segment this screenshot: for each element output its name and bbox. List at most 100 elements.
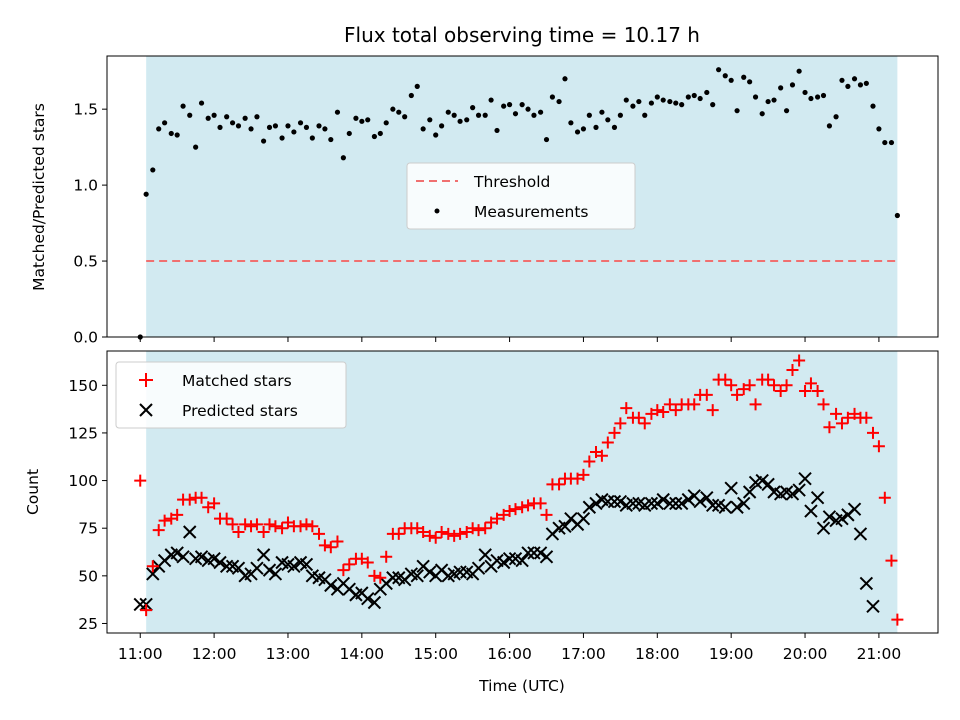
- bottom-y-axis-label: Count: [24, 469, 42, 515]
- predicted-star-point: [533, 546, 548, 560]
- measurement-point: [217, 124, 223, 130]
- matched-star-point: [183, 493, 196, 506]
- measurement-point: [691, 92, 697, 99]
- matched-star-point: [669, 404, 682, 417]
- matched-star-point: [208, 497, 221, 510]
- measurement-point: [636, 98, 642, 105]
- measurement-point: [433, 132, 439, 138]
- predicted-star-point: [324, 578, 338, 593]
- matched-star-point: [860, 411, 873, 424]
- measurement-point: [673, 100, 679, 106]
- measurement-point: [728, 77, 734, 83]
- measurement-point: [211, 112, 217, 118]
- top-ytick-label: 1.0: [73, 177, 98, 195]
- measurement-point: [475, 112, 482, 118]
- measurement-point: [611, 124, 618, 130]
- matched-star-point: [171, 508, 184, 521]
- bottom-xtick-label: 14:00: [340, 645, 385, 663]
- top-axes-frame: [106, 55, 939, 338]
- bottom-xtick-label: 11:00: [118, 645, 163, 663]
- predicted-star-point: [207, 551, 221, 566]
- measurement-point: [716, 67, 722, 73]
- matched-star-point: [835, 417, 848, 430]
- predicted-star-point: [176, 550, 190, 564]
- measurement-point: [642, 112, 648, 118]
- measurement-point: [340, 155, 346, 161]
- matched-star-point: [731, 388, 744, 401]
- measurement-point: [623, 97, 629, 103]
- matched-star-point: [657, 405, 670, 418]
- measurement-point: [697, 95, 703, 102]
- matched-star-point: [841, 411, 854, 424]
- matched-star-point: [245, 520, 258, 533]
- matched-star-point: [885, 554, 898, 567]
- measurement-point: [759, 111, 765, 117]
- measurement-point: [660, 97, 666, 103]
- predicted-star-point: [681, 492, 696, 507]
- measurement-point: [531, 112, 537, 118]
- measurement-point: [789, 82, 796, 88]
- measurement-point: [574, 129, 581, 135]
- measurement-point: [457, 118, 463, 124]
- matched-star-point: [762, 373, 775, 386]
- predicted-star-point: [644, 496, 659, 511]
- matched-star-point: [620, 402, 633, 415]
- matched-star-point: [663, 398, 676, 411]
- measurement-point: [346, 130, 352, 137]
- matched-star-point: [331, 535, 344, 548]
- matched-star-point: [780, 379, 793, 392]
- measurement-point: [710, 102, 716, 108]
- matched-star-point: [638, 417, 651, 430]
- matched-star-point: [257, 526, 270, 539]
- measurement-point: [679, 102, 685, 108]
- measurement-points: [137, 67, 900, 340]
- matched-star-point: [774, 385, 787, 398]
- bottom-ytick-label: 125: [68, 424, 98, 442]
- measurement-point: [808, 95, 814, 102]
- matched-star-point: [688, 398, 701, 411]
- measurement-point: [826, 123, 833, 129]
- matched-star-point: [300, 518, 313, 531]
- measurement-point: [851, 76, 858, 82]
- bottom-xtick-label: 12:00: [192, 645, 237, 663]
- bottom-ytick-label: 100: [68, 472, 98, 490]
- measurement-point: [451, 112, 457, 118]
- predicted-star-point: [219, 559, 234, 574]
- predicted-star-point: [515, 553, 529, 568]
- measurement-point: [235, 123, 242, 129]
- matched-star-point: [811, 385, 824, 398]
- matched-star-point: [250, 518, 263, 531]
- predicted-star-point: [576, 511, 591, 526]
- predicted-star-point: [669, 496, 683, 511]
- matched-star-point: [312, 527, 325, 540]
- measurement-point: [543, 136, 550, 143]
- predicted-star-point: [607, 494, 622, 509]
- measurement-point: [562, 76, 568, 82]
- predicted-star-point: [650, 496, 665, 511]
- measurement-point: [888, 139, 895, 146]
- matched-star-point: [509, 503, 522, 516]
- measurement-point: [242, 115, 248, 121]
- measurement-point: [482, 112, 488, 118]
- matched-star-point: [614, 417, 627, 430]
- measurement-point: [820, 92, 827, 99]
- bottom-xtick-label: 17:00: [561, 645, 606, 663]
- measurement-point: [876, 126, 882, 132]
- predicted-star-point: [705, 498, 720, 513]
- bottom-xtick-label: 13:00: [266, 645, 311, 663]
- measurement-point: [494, 127, 500, 134]
- top-panel: 0.0 0.5 1.0 1.5 Matched/Predicted stars Thr…: [30, 55, 939, 347]
- matched-star-point: [146, 560, 159, 573]
- measurement-point: [796, 68, 802, 74]
- measurement-point: [180, 103, 186, 109]
- chart-title: Flux total observing time = 10.17 h: [344, 23, 700, 47]
- matched-star-point: [239, 518, 252, 531]
- predicted-star-point: [478, 548, 492, 562]
- measurement-point: [814, 94, 821, 100]
- bottom-ytick-label: 150: [68, 377, 98, 395]
- bottom-xtick-label: 15:00: [413, 645, 458, 663]
- matched-star-point: [632, 411, 645, 424]
- measurement-point: [193, 144, 199, 150]
- predicted-star-point: [674, 496, 689, 511]
